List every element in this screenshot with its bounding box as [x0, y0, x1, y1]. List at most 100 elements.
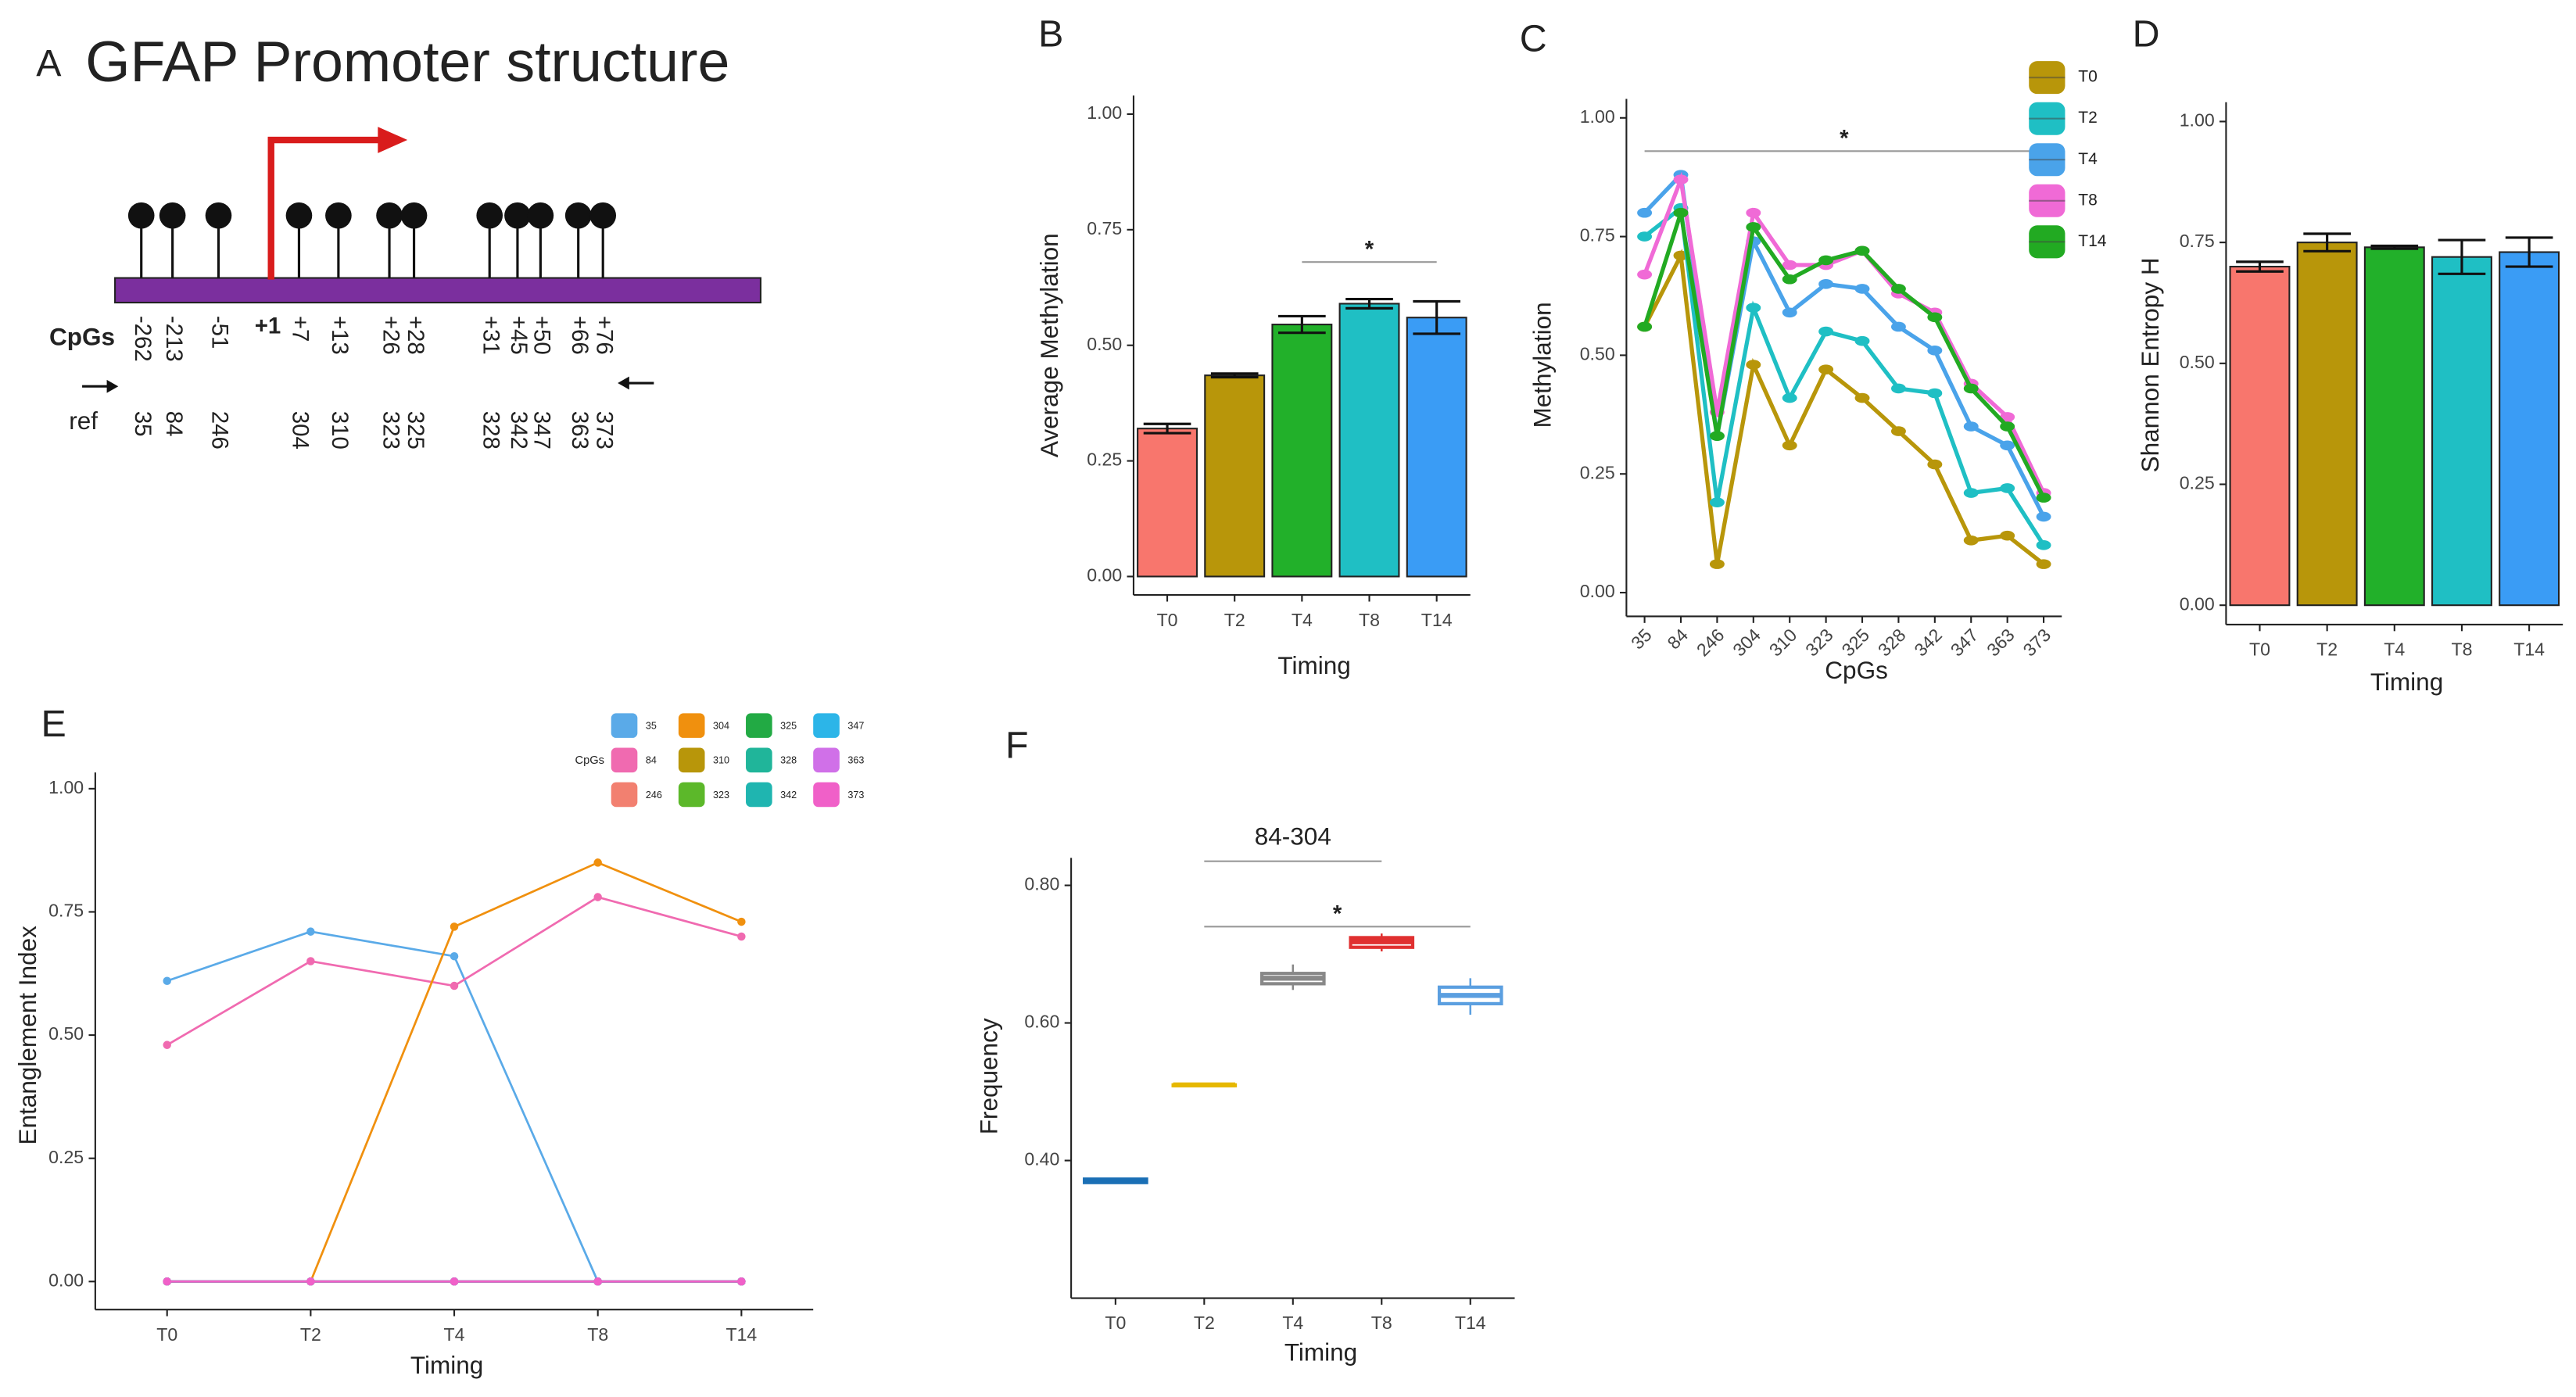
bar — [1406, 317, 1467, 578]
y-tick-label: 0.25 — [48, 1147, 84, 1167]
legend-label: 310 — [713, 755, 729, 766]
legend-swatch — [678, 782, 705, 808]
y-axis-title: Shannon Entropy H — [2136, 257, 2164, 472]
y-tick-label: 0.00 — [1087, 565, 1122, 586]
ref-position: 373 — [591, 411, 617, 450]
legend-swatch — [611, 713, 638, 738]
diagram-title: GFAP Promoter structure — [85, 29, 729, 94]
data-point — [1890, 321, 1906, 332]
bar — [2499, 251, 2560, 607]
y-axis-title: Entanglement Index — [13, 926, 41, 1145]
ref-position: 323 — [378, 411, 403, 450]
y-tick-label: 0.75 — [1087, 218, 1122, 238]
ref-position: 84 — [161, 411, 187, 437]
x-tick-label: T4 — [444, 1324, 465, 1345]
legend-label: 342 — [780, 790, 797, 801]
cpg-head — [400, 202, 428, 229]
bar — [2431, 256, 2492, 607]
x-tick-label: T0 — [1105, 1313, 1126, 1333]
data-point — [1927, 459, 1943, 470]
ref-position: 325 — [403, 411, 428, 450]
data-point — [2000, 483, 2015, 493]
x-axis-title: CpGs — [1825, 656, 1888, 684]
ref-position: 310 — [327, 411, 353, 450]
data-point — [1854, 284, 1870, 294]
data-point — [1963, 421, 1979, 432]
y-tick-label: 1.00 — [1580, 106, 1615, 127]
cpg-head — [325, 202, 352, 229]
data-point — [1746, 360, 1761, 370]
legend-swatch — [813, 713, 840, 738]
x-tick-label: 325 — [1838, 625, 1874, 661]
cpg-position: +7 — [288, 316, 313, 342]
y-tick-label: 0.75 — [48, 901, 84, 921]
tss-label: +1 — [255, 313, 281, 339]
y-tick-label: 0.00 — [2180, 593, 2215, 614]
y-axis-title: Average Methylation — [1035, 233, 1063, 457]
data-point — [1890, 284, 1906, 294]
x-tick-label: 347 — [1947, 625, 1983, 661]
x-tick-label: 84 — [1664, 625, 1693, 654]
y-tick-label: 0.80 — [1024, 874, 1059, 894]
data-point — [450, 951, 459, 961]
data-point — [1782, 440, 1797, 451]
significance-label: * — [1840, 125, 1849, 151]
data-point — [1854, 392, 1870, 403]
data-point — [2000, 440, 2015, 451]
data-point — [1746, 303, 1761, 313]
data-point — [1637, 231, 1653, 242]
data-point — [1709, 431, 1725, 441]
y-tick-label: 1.00 — [1087, 102, 1122, 123]
significance-label: * — [1333, 901, 1342, 926]
x-tick-label: 304 — [1729, 625, 1765, 661]
cpg-head — [504, 202, 531, 229]
data-point — [737, 1277, 746, 1286]
data-point — [2000, 530, 2015, 541]
x-tick-label: T14 — [726, 1324, 757, 1345]
data-point — [1637, 321, 1653, 332]
cpg-position: -213 — [161, 316, 187, 362]
cpg-heading: CpGs — [49, 323, 115, 351]
data-point — [1890, 426, 1906, 436]
x-tick-label: T14 — [2513, 639, 2545, 660]
legend-label: T4 — [2078, 150, 2098, 168]
cpg-position: -51 — [207, 316, 233, 349]
x-tick-label: 310 — [1765, 625, 1801, 661]
data-point — [1637, 269, 1653, 280]
primer-arrow-left-head — [106, 379, 119, 393]
series-line — [1643, 212, 2046, 499]
cpg-head — [159, 202, 186, 229]
data-point — [2036, 493, 2051, 503]
x-tick-label: T14 — [1421, 610, 1453, 630]
data-point — [163, 976, 171, 985]
data-point — [1782, 260, 1797, 270]
significance-label: 84-304 — [1255, 822, 1331, 851]
data-point — [1709, 497, 1725, 507]
ref-position: 304 — [288, 411, 313, 450]
legend-label: T0 — [2078, 68, 2098, 86]
legend-label: 347 — [847, 721, 864, 732]
data-point — [1927, 388, 1943, 399]
data-point — [1927, 346, 1943, 356]
legend-swatch — [611, 747, 638, 773]
legend-label: 373 — [847, 790, 864, 801]
data-point — [163, 1041, 171, 1049]
y-tick-label: 0.50 — [1087, 334, 1122, 354]
data-point — [1673, 174, 1689, 185]
data-point — [450, 922, 459, 931]
legend-label: 84 — [646, 755, 657, 766]
data-point — [163, 1277, 171, 1286]
x-tick-label: 363 — [1983, 625, 2019, 661]
cpg-position: -262 — [130, 316, 156, 362]
x-tick-label: T4 — [1282, 1313, 1303, 1333]
y-tick-label: 1.00 — [2180, 110, 2215, 131]
cpg-head — [285, 202, 313, 229]
legend-swatch — [813, 747, 840, 773]
data-point — [1818, 364, 1834, 374]
cpg-position: +50 — [529, 316, 555, 355]
data-point — [1963, 535, 1979, 546]
y-tick-label: 0.25 — [1580, 462, 1615, 482]
cpg-position: +26 — [378, 316, 403, 355]
